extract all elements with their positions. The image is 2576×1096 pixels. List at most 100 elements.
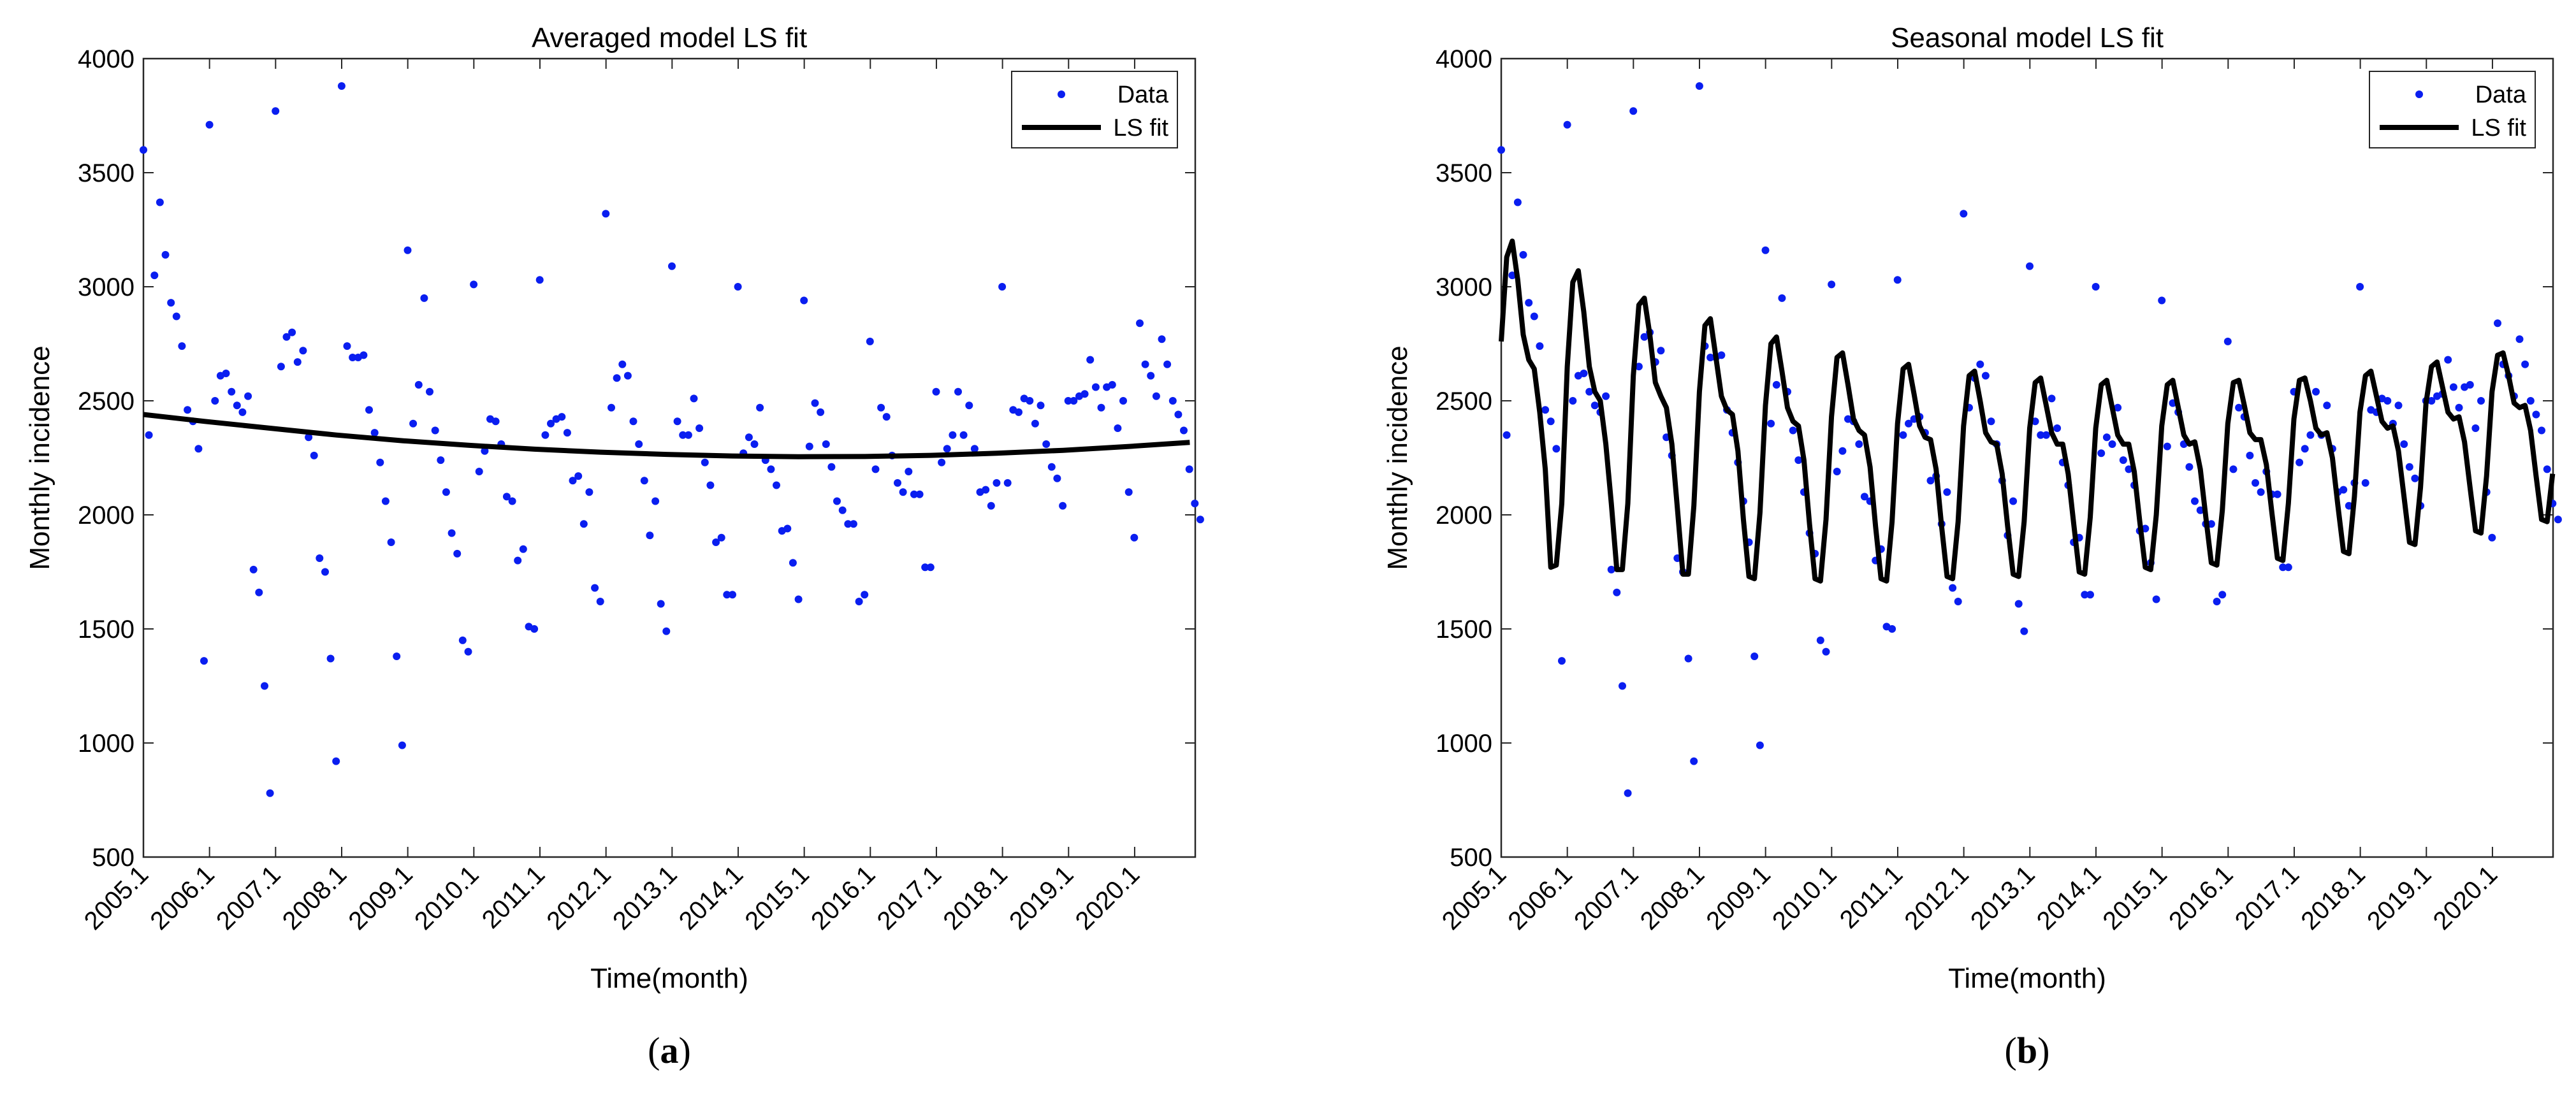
data-point xyxy=(855,598,863,605)
data-point xyxy=(1833,468,1841,475)
data-point xyxy=(1513,198,1522,206)
data-point xyxy=(2444,356,2452,364)
data-point xyxy=(921,563,929,572)
y-tick-label: 2500 xyxy=(78,387,135,415)
data-point xyxy=(470,280,478,289)
data-point xyxy=(200,657,208,665)
data-point xyxy=(866,337,874,345)
data-point xyxy=(140,146,147,154)
y-tick-label: 3500 xyxy=(78,159,135,187)
data-point xyxy=(2411,474,2419,482)
data-point xyxy=(305,433,313,442)
data-point xyxy=(1838,447,1847,455)
data-point xyxy=(2273,490,2281,498)
data-point xyxy=(558,413,566,421)
data-point xyxy=(316,554,324,562)
data-point xyxy=(332,757,340,765)
data-point xyxy=(1569,397,1577,405)
data-point xyxy=(172,312,180,321)
data-point xyxy=(2554,516,2562,524)
data-point xyxy=(2394,401,2403,410)
data-point xyxy=(2455,403,2463,412)
y-axis-label: Monthly incidence xyxy=(1382,345,1413,570)
y-tick-label: 4000 xyxy=(1436,45,1492,73)
legend-label-fit: LS fit xyxy=(2471,115,2526,141)
data-point xyxy=(745,433,753,442)
data-point xyxy=(1987,417,1995,426)
panel-caption-letter: a xyxy=(660,1030,679,1071)
data-point xyxy=(409,419,418,428)
data-point xyxy=(365,406,373,414)
data-point xyxy=(817,408,825,416)
data-point xyxy=(343,342,351,350)
data-point xyxy=(1174,410,1182,419)
data-point xyxy=(926,563,935,572)
y-tick-label: 1000 xyxy=(1436,730,1492,758)
data-point xyxy=(360,351,368,359)
data-point xyxy=(178,342,186,350)
legend-box xyxy=(1011,71,1178,148)
data-point xyxy=(894,479,901,487)
data-point xyxy=(750,440,759,448)
y-tick-label: 2500 xyxy=(1436,387,1492,415)
data-point xyxy=(1015,408,1022,416)
data-point xyxy=(475,468,483,475)
legend: Data LS fit xyxy=(1011,71,1178,148)
data-point xyxy=(1163,360,1172,368)
data-point xyxy=(729,591,736,599)
y-tick-label: 500 xyxy=(92,844,135,872)
data-point xyxy=(414,380,423,389)
data-point xyxy=(431,426,439,435)
data-point xyxy=(370,429,379,437)
data-point xyxy=(1684,654,1692,663)
data-point xyxy=(877,403,885,412)
data-point xyxy=(481,447,489,455)
data-point xyxy=(387,538,395,546)
data-point xyxy=(535,276,544,284)
data-point xyxy=(2048,394,2056,403)
data-point xyxy=(646,531,654,540)
data-point xyxy=(2235,403,2243,412)
data-point xyxy=(233,401,241,410)
data-point xyxy=(1558,657,1566,665)
data-point xyxy=(871,465,880,473)
data-point xyxy=(2405,463,2413,471)
data-point xyxy=(1552,445,1561,453)
data-point xyxy=(1047,463,1056,471)
data-point xyxy=(2494,319,2501,328)
data-point xyxy=(1530,312,1538,321)
data-point xyxy=(773,481,780,489)
chart-title: Averaged model LS fit xyxy=(532,22,807,54)
data-point xyxy=(668,262,676,270)
data-point xyxy=(1525,299,1533,307)
data-point xyxy=(833,497,841,505)
data-point xyxy=(1657,347,1665,355)
data-series-points xyxy=(140,82,1204,797)
data-point xyxy=(1717,351,1726,359)
data-point xyxy=(635,440,643,448)
data-point xyxy=(2152,595,2160,603)
data-point xyxy=(2086,591,2094,599)
data-point xyxy=(448,529,456,537)
data-point xyxy=(437,456,445,465)
data-point xyxy=(420,294,428,302)
data-point xyxy=(1613,588,1621,596)
data-point xyxy=(602,210,610,218)
data-point xyxy=(827,463,836,471)
legend-box xyxy=(2369,71,2536,148)
data-point xyxy=(453,549,462,558)
data-point xyxy=(514,556,522,565)
data-point xyxy=(1070,397,1078,405)
data-point xyxy=(2185,463,2194,471)
data-point xyxy=(1097,403,1105,412)
data-point xyxy=(2323,401,2331,410)
data-point xyxy=(882,413,891,421)
data-point xyxy=(145,431,153,439)
data-point xyxy=(2356,283,2364,291)
data-point xyxy=(783,524,792,533)
data-point xyxy=(2488,533,2496,542)
data-point xyxy=(684,431,692,439)
data-point xyxy=(310,451,318,459)
y-tick-label: 1500 xyxy=(78,616,135,644)
data-point xyxy=(1580,370,1588,377)
